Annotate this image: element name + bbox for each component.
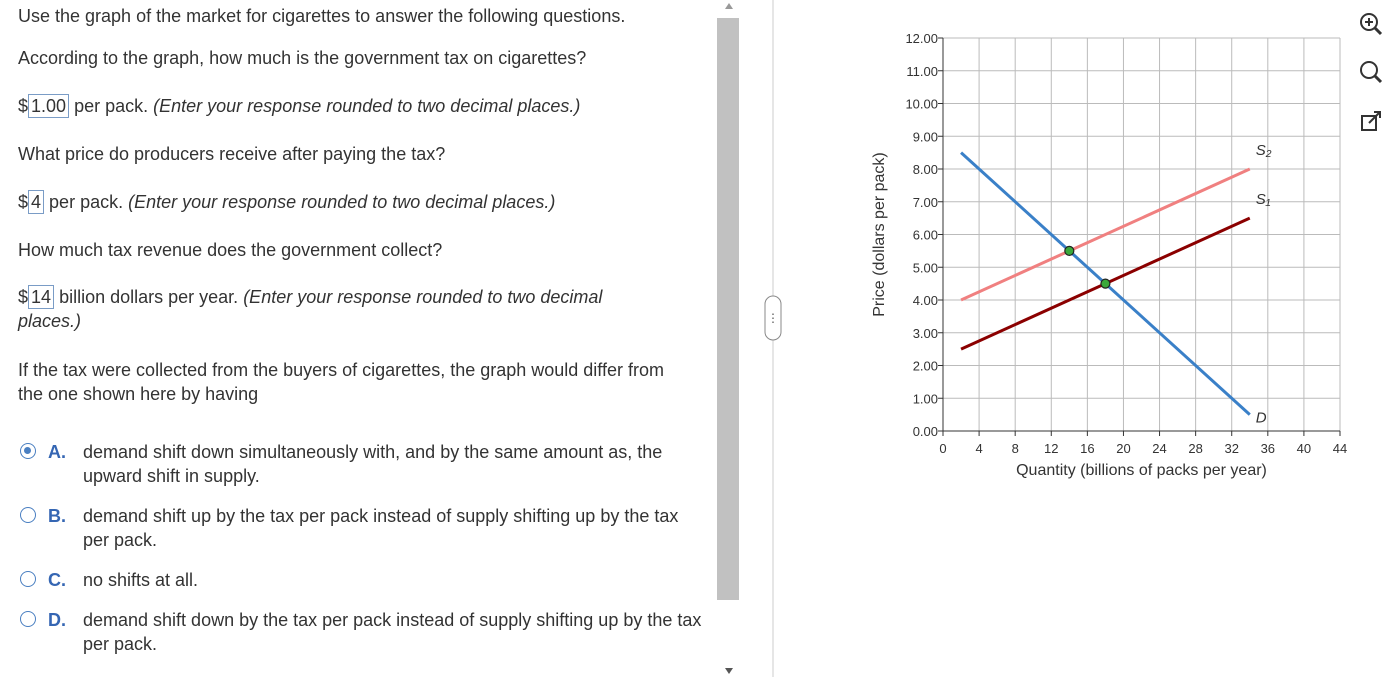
zoom-in[interactable] <box>1360 13 1383 36</box>
question-prompt: How much tax revenue does the government… <box>18 240 443 260</box>
x-tick-label: 8 <box>1012 441 1019 456</box>
y-tick-label: 8.00 <box>913 162 938 177</box>
hint: (Enter your response rounded to two deci… <box>128 192 556 212</box>
hint: (Enter your response rounded to two deci… <box>18 287 603 331</box>
question-prompt: What price do producers receive after pa… <box>18 144 446 164</box>
x-tick-label: 44 <box>1333 441 1347 456</box>
option-letter: C. <box>48 570 66 590</box>
currency: $ <box>18 192 29 212</box>
equilibrium-point <box>1100 278 1111 289</box>
y-tick-label: 3.00 <box>913 326 938 341</box>
radio[interactable] <box>20 443 36 459</box>
scroll-thumb[interactable] <box>717 18 739 600</box>
y-tick-label: 4.00 <box>913 293 938 308</box>
hint: (Enter your response rounded to two deci… <box>153 96 581 116</box>
option-text: demand shift up by the tax per pack inst… <box>83 506 679 550</box>
divider-handle[interactable] <box>764 295 782 341</box>
x-tick-label: 40 <box>1297 441 1311 456</box>
x-tick-label: 24 <box>1152 441 1166 456</box>
y-tick-label: 12.00 <box>905 31 938 46</box>
answer-box[interactable]: 14 <box>28 285 55 309</box>
answer-line: $14 billion dollars per year. (Enter you… <box>18 285 618 333</box>
y-tick-label: 7.00 <box>913 195 938 210</box>
answer-unit: per pack. <box>74 96 149 116</box>
scroll-up[interactable] <box>725 3 733 9</box>
x-tick-label: 0 <box>939 441 946 456</box>
x-tick-label: 16 <box>1080 441 1094 456</box>
option-letter: A. <box>48 442 66 462</box>
option-text: no shifts at all. <box>83 570 199 590</box>
x-tick-label: 36 <box>1261 441 1275 456</box>
answer-line: $4 per pack. (Enter your response rounde… <box>18 190 618 214</box>
answer-unit: billion dollars per year. <box>59 287 239 307</box>
y-tick-label: 2.00 <box>913 359 938 374</box>
y-tick-label: 6.00 <box>913 228 938 243</box>
y-tick-label: 0.00 <box>913 424 938 439</box>
option-letter: D. <box>48 610 66 630</box>
radio[interactable] <box>20 571 36 587</box>
radio[interactable] <box>20 611 36 627</box>
choice-prompt: If the tax were collected from the buyer… <box>18 360 664 404</box>
y-tick-label: 5.00 <box>913 260 938 275</box>
zoom-out[interactable] <box>1360 61 1383 84</box>
y-tick-label: 11.00 <box>906 64 938 79</box>
radio[interactable] <box>20 507 36 523</box>
answer-box[interactable]: 4 <box>28 190 45 214</box>
y-tick-label: 1.00 <box>913 391 938 406</box>
pop-out[interactable] <box>1361 111 1381 131</box>
answer-box[interactable]: 1.00 <box>28 94 70 118</box>
handle-dots: ⋮ <box>767 311 779 325</box>
option-letter: B. <box>48 506 66 526</box>
series-label: S₂ <box>1256 142 1272 159</box>
y-tick-label: 9.00 <box>913 129 938 144</box>
question-prompt: According to the graph, how much is the … <box>18 48 587 68</box>
chart: 0.00 1.00 2.00 3.00 4.00 5.00 6.00 7.00 8.00 9.00… <box>871 13 1383 479</box>
series-label: S₁ <box>1256 191 1271 208</box>
x-tick-label: 20 <box>1116 441 1130 456</box>
option-text: demand shift down by the tax per pack in… <box>83 610 702 654</box>
x-tick-label: 32 <box>1224 441 1238 456</box>
x-tick-label: 4 <box>975 441 982 456</box>
x-tick-label: 12 <box>1044 441 1058 456</box>
currency: $ <box>18 287 29 307</box>
y-axis-label: Price (dollars per pack) <box>871 152 888 317</box>
scrollbar: ⋮ <box>717 0 782 677</box>
option-text: demand shift down simultaneously with, a… <box>83 442 663 486</box>
answer-unit: per pack. <box>49 192 124 212</box>
y-tick-label: 10.00 <box>905 97 938 112</box>
x-tick-label: 28 <box>1188 441 1202 456</box>
scroll-down[interactable] <box>725 668 733 674</box>
x-axis-label: Quantity (billions of packs per year) <box>1016 462 1267 479</box>
answer-line: $1.00 per pack. (Enter your response rou… <box>18 94 618 118</box>
intro: Use the graph of the market for cigarett… <box>18 6 626 26</box>
series-line <box>960 167 1251 302</box>
currency: $ <box>18 96 29 116</box>
equilibrium-point <box>1064 245 1075 256</box>
series-label: D <box>1256 410 1267 427</box>
